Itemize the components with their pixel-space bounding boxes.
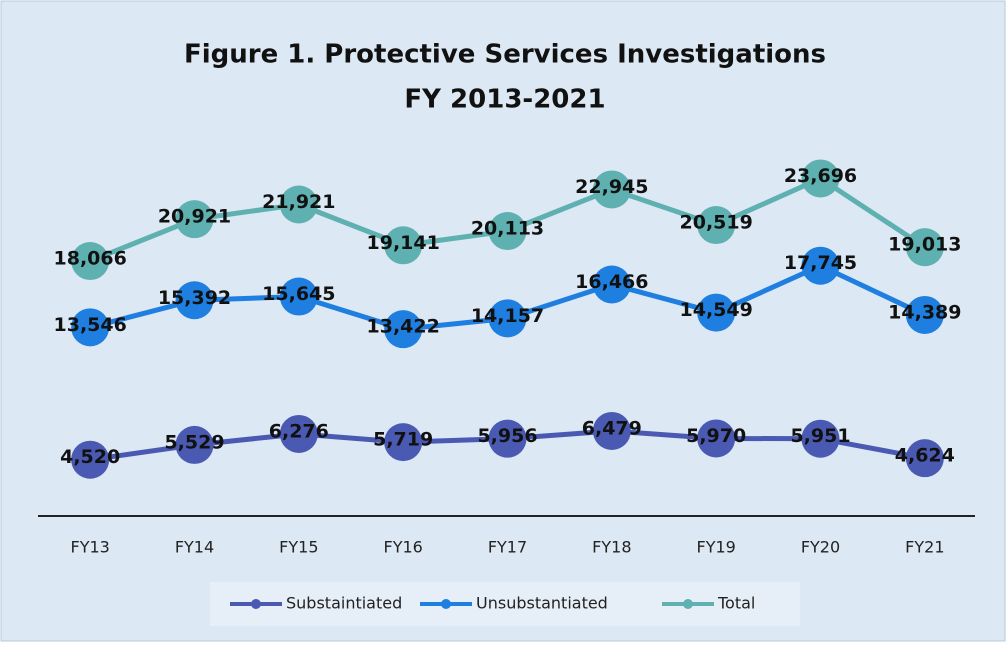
chart-title: Figure 1. Protective Services Investigat… (184, 40, 826, 70)
data-label: 5,970 (686, 425, 746, 447)
x-tick-label: FY21 (905, 538, 944, 557)
marker (279, 414, 318, 453)
data-label: 20,519 (680, 212, 753, 234)
marker (175, 425, 214, 464)
x-tick-label: FY18 (592, 538, 631, 557)
legend-label: Substaintiated (286, 594, 402, 613)
data-label: 17,745 (784, 252, 857, 274)
x-tick-label: FY15 (279, 538, 318, 557)
marker (905, 295, 944, 334)
data-label: 23,696 (784, 165, 857, 187)
data-label: 5,719 (373, 429, 433, 451)
marker (592, 411, 631, 450)
data-label: 15,392 (158, 287, 231, 309)
data-label: 5,529 (164, 431, 224, 453)
marker (384, 226, 423, 265)
data-label: 4,520 (60, 446, 120, 468)
x-tick-label: FY14 (175, 538, 214, 557)
data-label: 6,276 (269, 420, 329, 442)
data-label: 5,951 (790, 425, 850, 447)
marker (488, 212, 527, 251)
x-tick-label: FY17 (488, 538, 527, 557)
marker (71, 308, 110, 347)
marker (905, 439, 944, 478)
chart-subtitle: FY 2013-2021 (404, 85, 605, 115)
data-label: 15,645 (262, 283, 335, 305)
marker (384, 310, 423, 349)
data-label: 13,546 (54, 314, 127, 336)
data-label: 14,549 (680, 299, 753, 321)
marker (175, 200, 214, 239)
data-label: 6,479 (582, 417, 642, 439)
marker (279, 277, 318, 316)
x-tick-label: FY13 (70, 538, 109, 557)
marker (801, 159, 840, 198)
x-tick-label: FY20 (801, 538, 840, 557)
data-label: 14,157 (471, 305, 544, 327)
data-label: 16,466 (575, 271, 648, 293)
legend-marker (441, 599, 451, 609)
marker (905, 228, 944, 267)
marker (801, 246, 840, 285)
marker (592, 265, 631, 304)
marker (384, 423, 423, 462)
data-label: 20,921 (158, 206, 231, 228)
data-label: 21,921 (262, 191, 335, 213)
data-label: 19,141 (367, 232, 440, 254)
marker (488, 299, 527, 338)
x-tick-label: FY16 (383, 538, 422, 557)
marker (175, 281, 214, 320)
data-label: 20,113 (471, 218, 544, 240)
data-label: 22,945 (575, 176, 648, 198)
marker (697, 206, 736, 245)
data-label: 5,956 (477, 425, 537, 447)
legend-marker (683, 599, 693, 609)
marker (592, 170, 631, 209)
marker (279, 185, 318, 224)
data-label: 4,624 (895, 445, 955, 467)
data-label: 19,013 (888, 234, 961, 256)
marker (801, 419, 840, 458)
legend-label: Total (717, 594, 755, 613)
legend-label: Unsubstantiated (476, 594, 608, 613)
x-tick-label: FY19 (696, 538, 735, 557)
marker (697, 419, 736, 458)
marker (71, 242, 110, 281)
data-label: 13,422 (367, 316, 440, 338)
data-label: 18,066 (54, 248, 127, 270)
marker (488, 419, 527, 458)
legend-marker (251, 599, 261, 609)
marker (697, 293, 736, 332)
data-label: 14,389 (888, 301, 961, 323)
marker (71, 440, 110, 479)
